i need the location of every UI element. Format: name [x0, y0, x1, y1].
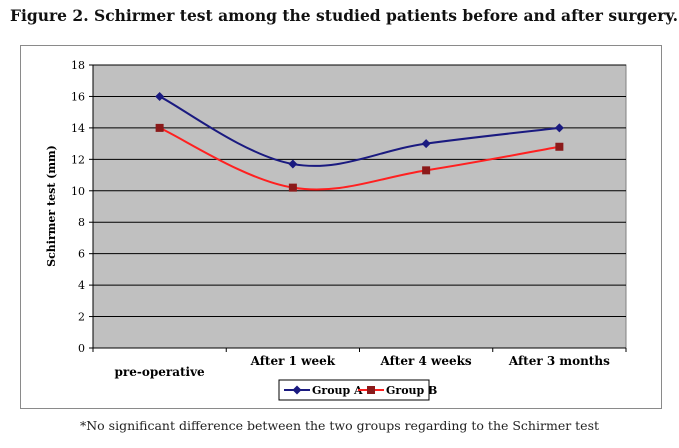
y-tick-label: 6 — [78, 248, 85, 261]
x-category-label: pre-operative — [115, 365, 206, 379]
legend: Group A Group B — [278, 379, 437, 401]
legend-box — [278, 379, 430, 401]
group-a-point — [421, 139, 431, 149]
group-a-line — [159, 95, 560, 167]
group-a-point — [288, 159, 298, 169]
group-b-line — [159, 126, 560, 191]
group-b-point — [555, 142, 564, 151]
group-b-point — [288, 183, 297, 192]
legend-label-group-a: Group A — [312, 384, 363, 397]
legend-marker-group-b — [367, 386, 375, 394]
x-category-label: After 4 weeks — [380, 354, 472, 368]
y-tick-label: 16 — [71, 90, 85, 103]
y-tick-label: 0 — [78, 342, 85, 355]
group-a-point — [155, 91, 165, 101]
y-tick-label: 18 — [71, 59, 85, 72]
legend-label-group-b: Group B — [386, 384, 437, 397]
figure-footnote: *No significant difference between the t… — [79, 418, 600, 433]
y-tick-label: 12 — [71, 153, 85, 166]
x-category-label: After 1 week — [250, 354, 336, 368]
plot-area — [92, 64, 627, 349]
series-lines — [155, 91, 564, 192]
group-b-point — [155, 123, 164, 132]
y-tick-label: 8 — [78, 216, 85, 229]
y-tick-label: 2 — [78, 311, 85, 324]
y-axis-label: Schirmer test (mm) — [45, 145, 58, 267]
y-axis-ticks: 0 2 4 6 8 10 12 14 16 18 — [71, 59, 626, 355]
x-category-label: After 3 months — [508, 354, 610, 368]
y-tick-label: 4 — [78, 279, 85, 292]
y-tick-label: 14 — [71, 122, 85, 135]
figure-title: Figure 2. Schirmer test among the studie… — [10, 6, 678, 25]
y-tick-label: 10 — [71, 185, 85, 198]
group-b-point — [422, 166, 431, 175]
gridlines — [93, 64, 626, 318]
legend-marker-group-a — [292, 385, 302, 395]
x-axis-categories: pre-operative After 1 week After 4 weeks Af… — [92, 348, 627, 379]
group-a-point — [554, 123, 564, 133]
